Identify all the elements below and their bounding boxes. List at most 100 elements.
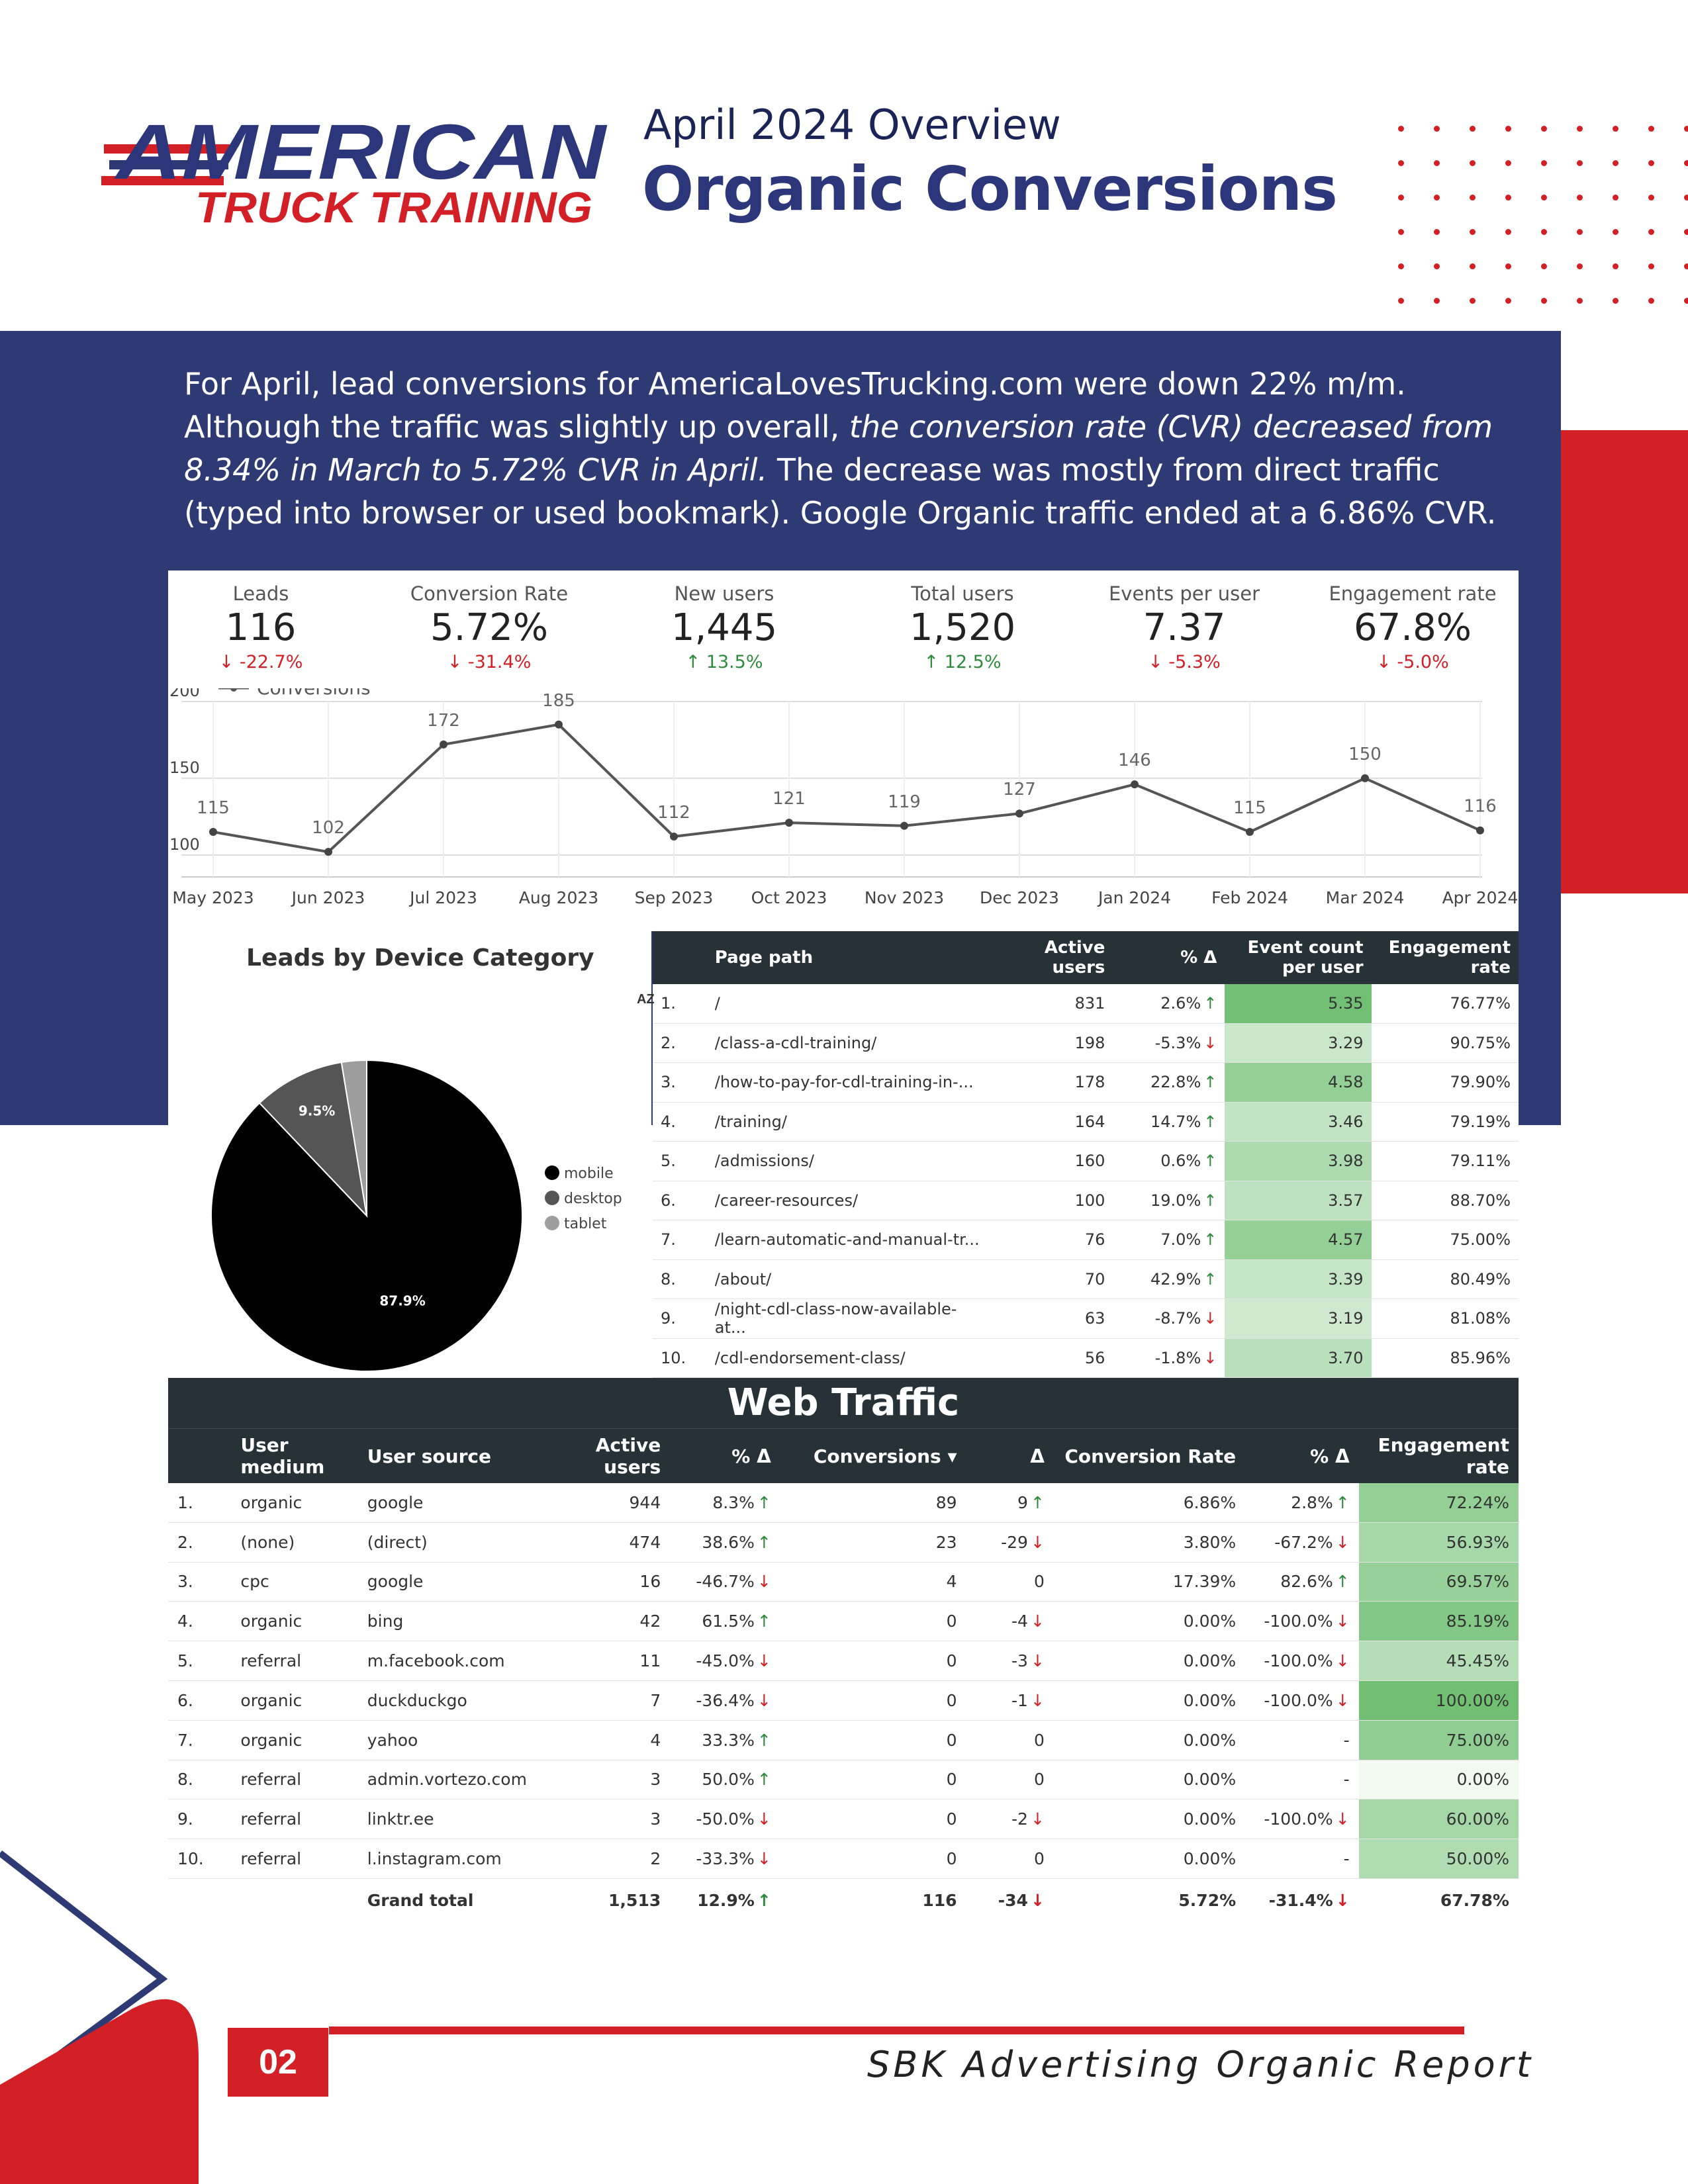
col-conversions[interactable]: Conversions ▾: [780, 1428, 966, 1483]
conversions-cell: 89: [780, 1483, 966, 1523]
y-tick-label: 200: [169, 688, 200, 700]
active-users-cell: 76: [996, 1220, 1113, 1260]
arrow-up-icon: ↑: [1203, 1230, 1217, 1250]
table-row[interactable]: 1./831 2.6% ↑ 5.35 76.77%: [653, 984, 1519, 1024]
engagement-rate-cell: 50.00%: [1358, 1839, 1519, 1879]
data-label: 102: [312, 818, 345, 838]
kpi-value: 1,445: [671, 606, 778, 649]
table-row[interactable]: 10./cdl-endorsement-class/56 -1.8% ↓ 3.70 85…: [653, 1338, 1519, 1378]
table-row[interactable]: 2. (none) (direct) 474 38.6% ↑ 23 -29 ↓ 3.80% -67.…: [168, 1522, 1519, 1563]
y-tick-label: 100: [169, 835, 200, 854]
table-row[interactable]: 7. organic yahoo 4 33.3% ↑ 0 0 0.00% -75.00%: [168, 1720, 1519, 1760]
table-header-row: Page path Active users % Δ Event count p…: [653, 931, 1519, 984]
page-path-cell: /learn-automatic-and-manual-tr...: [706, 1220, 996, 1260]
legend-swatch-tablet: [545, 1216, 559, 1230]
legend-label: tablet: [564, 1216, 607, 1232]
col-page-path[interactable]: Page path: [706, 931, 996, 984]
intro-text-1: For April, lead conversions for AmericaL…: [184, 366, 1406, 445]
web-traffic-panel: Web Traffic User medium User source Acti…: [168, 1378, 1519, 1911]
col-engagement-rate[interactable]: Engagement rate: [1371, 931, 1519, 984]
conversion-rate-cell: 0.00%: [1053, 1680, 1246, 1721]
col-active-users[interactable]: Active users: [996, 931, 1113, 984]
arrow-down-icon: ↓: [757, 1849, 771, 1869]
data-label: 146: [1118, 751, 1151, 770]
arrow-up-icon: ↑: [1203, 1073, 1217, 1092]
table-row[interactable]: 5. referral m.facebook.com 11 -45.0% ↓ 0 -3 ↓ 0.0…: [168, 1641, 1519, 1681]
active-users-cell: 70: [996, 1259, 1113, 1299]
delta-cell: 0: [966, 1562, 1054, 1602]
data-label: 121: [773, 789, 806, 809]
engagement-rate-cell: 79.19%: [1371, 1102, 1519, 1142]
col-user-medium[interactable]: User medium: [231, 1428, 358, 1483]
pct-change-2-cell: -100.0% ↓: [1245, 1799, 1359, 1840]
table-row[interactable]: 3. cpc google 16 -46.7% ↓ 4 0 17.39% 82.6% ↑ 69.57%: [168, 1562, 1519, 1602]
table-row[interactable]: 7./learn-automatic-and-manual-tr... 76 7.0…: [653, 1220, 1519, 1260]
event-count-cell: 4.57: [1225, 1220, 1372, 1260]
row-rank: 10.: [653, 1338, 707, 1378]
table-row[interactable]: 4./training/164 14.7% ↑ 3.46 79.19%: [653, 1102, 1519, 1142]
data-label: 150: [1348, 745, 1382, 764]
conversion-rate-cell: 0.00%: [1053, 1760, 1246, 1800]
intro-text-italic: the conversion rate (CVR) decreased from…: [184, 409, 1493, 488]
table-row[interactable]: 2./class-a-cdl-training/198 -5.3% ↓ 3.29 90.…: [653, 1023, 1519, 1063]
sort-az-icon[interactable]: AZ: [637, 992, 655, 1007]
data-point: [440, 740, 447, 749]
dot: [1505, 229, 1511, 235]
conversions-cell: 0: [780, 1720, 966, 1760]
table-row[interactable]: 1. organic google 944 8.3% ↑ 89 9 ↑ 6.86% 2.8% ↑ 72.…: [168, 1483, 1519, 1523]
dot: [1505, 263, 1511, 269]
device-pie-chart: 87.9% 9.5% mobile desktop tablet: [211, 1059, 622, 1372]
user-medium-cell: (none): [231, 1522, 358, 1563]
data-label: 112: [657, 803, 690, 823]
table-row[interactable]: 4. organic bing 42 61.5% ↑ 0 -4 ↓ 0.00% -100.0% ↓ 85…: [168, 1601, 1519, 1642]
dot: [1398, 195, 1404, 201]
table-row[interactable]: 6. organic duckduckgo 7 -36.4% ↓ 0 -1 ↓ 0.00% -100…: [168, 1680, 1519, 1721]
table-row[interactable]: 10. referral l.instagram.com 2 -33.3% ↓ 0 0 0.00…: [168, 1839, 1519, 1879]
dot: [1434, 195, 1440, 201]
table-row[interactable]: 6./career-resources/100 19.0% ↑ 3.57 88.70%: [653, 1181, 1519, 1220]
arrow-up-icon: ↑: [1335, 1492, 1350, 1512]
active-users-cell: 56: [996, 1338, 1113, 1378]
legend-label: Conversions: [257, 688, 371, 699]
col-event-count[interactable]: Event count per user: [1225, 931, 1372, 984]
row-rank: 6.: [653, 1181, 707, 1220]
dot: [1648, 126, 1654, 132]
intro-text-2: The decrease was mostly from direct traf…: [184, 452, 1497, 531]
col-user-source[interactable]: User source: [357, 1428, 540, 1483]
dot: [1505, 195, 1511, 201]
engagement-rate-cell: 79.11%: [1371, 1141, 1519, 1181]
col-pct-change-2[interactable]: % Δ: [1245, 1428, 1359, 1483]
arrow-down-icon: ↓: [1030, 1891, 1045, 1911]
conversions-cell: 4: [780, 1562, 966, 1602]
dot: [1505, 298, 1511, 304]
delta-cell: -2 ↓: [966, 1799, 1054, 1840]
engagement-rate-cell: 90.75%: [1371, 1023, 1519, 1063]
dot: [1684, 229, 1688, 235]
slice-label: 87.9%: [379, 1293, 425, 1308]
page-path-cell: /cdl-endorsement-class/: [706, 1338, 996, 1378]
dot: [1541, 126, 1547, 132]
active-users-cell: 164: [996, 1102, 1113, 1142]
col-conversion-rate[interactable]: Conversion Rate: [1053, 1428, 1246, 1483]
kpi-value: 5.72%: [430, 606, 548, 649]
table-row[interactable]: 9./night-cdl-class-now-available-at... 63…: [653, 1298, 1519, 1339]
table-row[interactable]: 8. referral admin.vortezo.com 3 50.0% ↑ 0 0 0.00…: [168, 1760, 1519, 1800]
page-path-panel: Page path Active users % Δ Event count p…: [637, 931, 1519, 1378]
arrow-up-icon: ↑: [757, 1612, 771, 1631]
event-count-cell: 4.58: [1225, 1062, 1372, 1103]
dot: [1684, 160, 1688, 166]
col-active-users[interactable]: Active users: [540, 1428, 671, 1483]
active-users-cell: 3: [540, 1760, 671, 1800]
pct-change-cell: 12.9% ↑: [697, 1891, 771, 1911]
dot: [1648, 298, 1654, 304]
table-row[interactable]: 9. referral linktr.ee 3 -50.0% ↓ 0 -2 ↓ 0.00% -100…: [168, 1799, 1519, 1840]
arrow-down-icon: ↓: [1203, 1309, 1217, 1328]
col-pct-change[interactable]: % Δ: [670, 1428, 780, 1483]
table-row[interactable]: 8./about/70 42.9% ↑ 3.39 80.49%: [653, 1259, 1519, 1299]
table-row[interactable]: 5./admissions/160 0.6% ↑ 3.98 79.11%: [653, 1141, 1519, 1181]
col-engagement-rate[interactable]: Engagement rate: [1358, 1428, 1519, 1483]
table-row[interactable]: 3./how-to-pay-for-cdl-training-in-... 178…: [653, 1062, 1519, 1103]
pct-change-cell: -50.0% ↓: [670, 1799, 780, 1840]
col-pct-change[interactable]: % Δ: [1113, 931, 1225, 984]
col-delta[interactable]: Δ: [966, 1428, 1054, 1483]
